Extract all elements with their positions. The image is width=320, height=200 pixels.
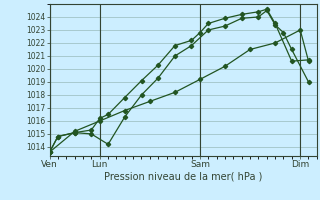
X-axis label: Pression niveau de la mer( hPa ): Pression niveau de la mer( hPa ) [104, 172, 262, 182]
